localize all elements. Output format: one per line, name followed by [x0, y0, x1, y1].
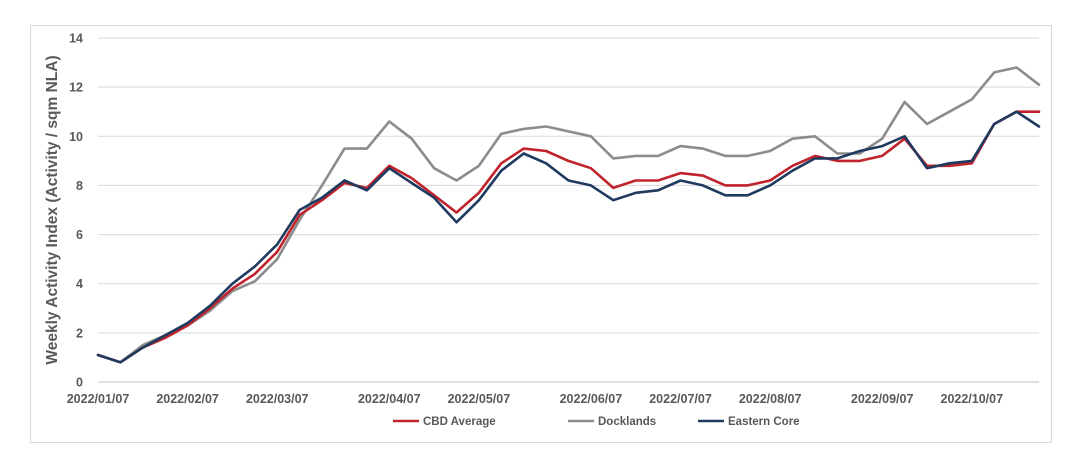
series-lines: [96, 66, 1041, 364]
legend-label-eastern-core: Eastern Core: [728, 416, 800, 428]
line-chart: 0 2 4 6 8 10 12 14 2022/01/07 2022/02/07 2022/03/…: [44, 32, 1041, 428]
y-tick-label: 12: [69, 81, 83, 95]
series-line-docklands: [96, 66, 1041, 364]
series-line-eastern-core: [96, 110, 1041, 364]
legend: CBD Average Docklands Eastern Core: [393, 416, 800, 428]
legend-label-docklands: Docklands: [598, 416, 656, 428]
x-tick-label: 2022/10/07: [941, 392, 1004, 406]
y-tick-label: 2: [76, 326, 83, 340]
x-tick-label: 2022/02/07: [156, 392, 219, 406]
gridlines: [98, 37, 1039, 383]
x-tick-label: 2022/07/07: [649, 392, 712, 406]
x-tick-label: 2022/09/07: [851, 392, 914, 406]
legend-label-cbd-average: CBD Average: [423, 416, 496, 428]
x-tick-label: 2022/01/07: [67, 392, 130, 406]
x-tick-label: 2022/08/07: [739, 392, 802, 406]
chart-frame: 0 2 4 6 8 10 12 14 2022/01/07 2022/02/07 2022/03/…: [30, 25, 1052, 443]
y-tick-label: 6: [76, 228, 83, 242]
x-tick-label: 2022/06/07: [560, 392, 623, 406]
y-tick-label: 14: [69, 32, 83, 46]
x-axis: 2022/01/07 2022/02/07 2022/03/07 2022/04/07…: [67, 392, 1003, 406]
x-tick-label: 2022/04/07: [358, 392, 421, 406]
y-tick-label: 8: [76, 179, 83, 193]
y-tick-label: 10: [69, 130, 83, 144]
x-tick-label: 2022/03/07: [246, 392, 309, 406]
x-tick-label: 2022/05/07: [448, 392, 511, 406]
y-tick-label: 0: [76, 376, 83, 390]
y-axis-label: Weekly Activity Index (Activity / sqm NL…: [44, 55, 61, 364]
series-line-cbd-average: [96, 110, 1041, 364]
y-axis-ticks: 0 2 4 6 8 10 12 14: [69, 32, 83, 390]
y-tick-label: 4: [76, 277, 83, 291]
